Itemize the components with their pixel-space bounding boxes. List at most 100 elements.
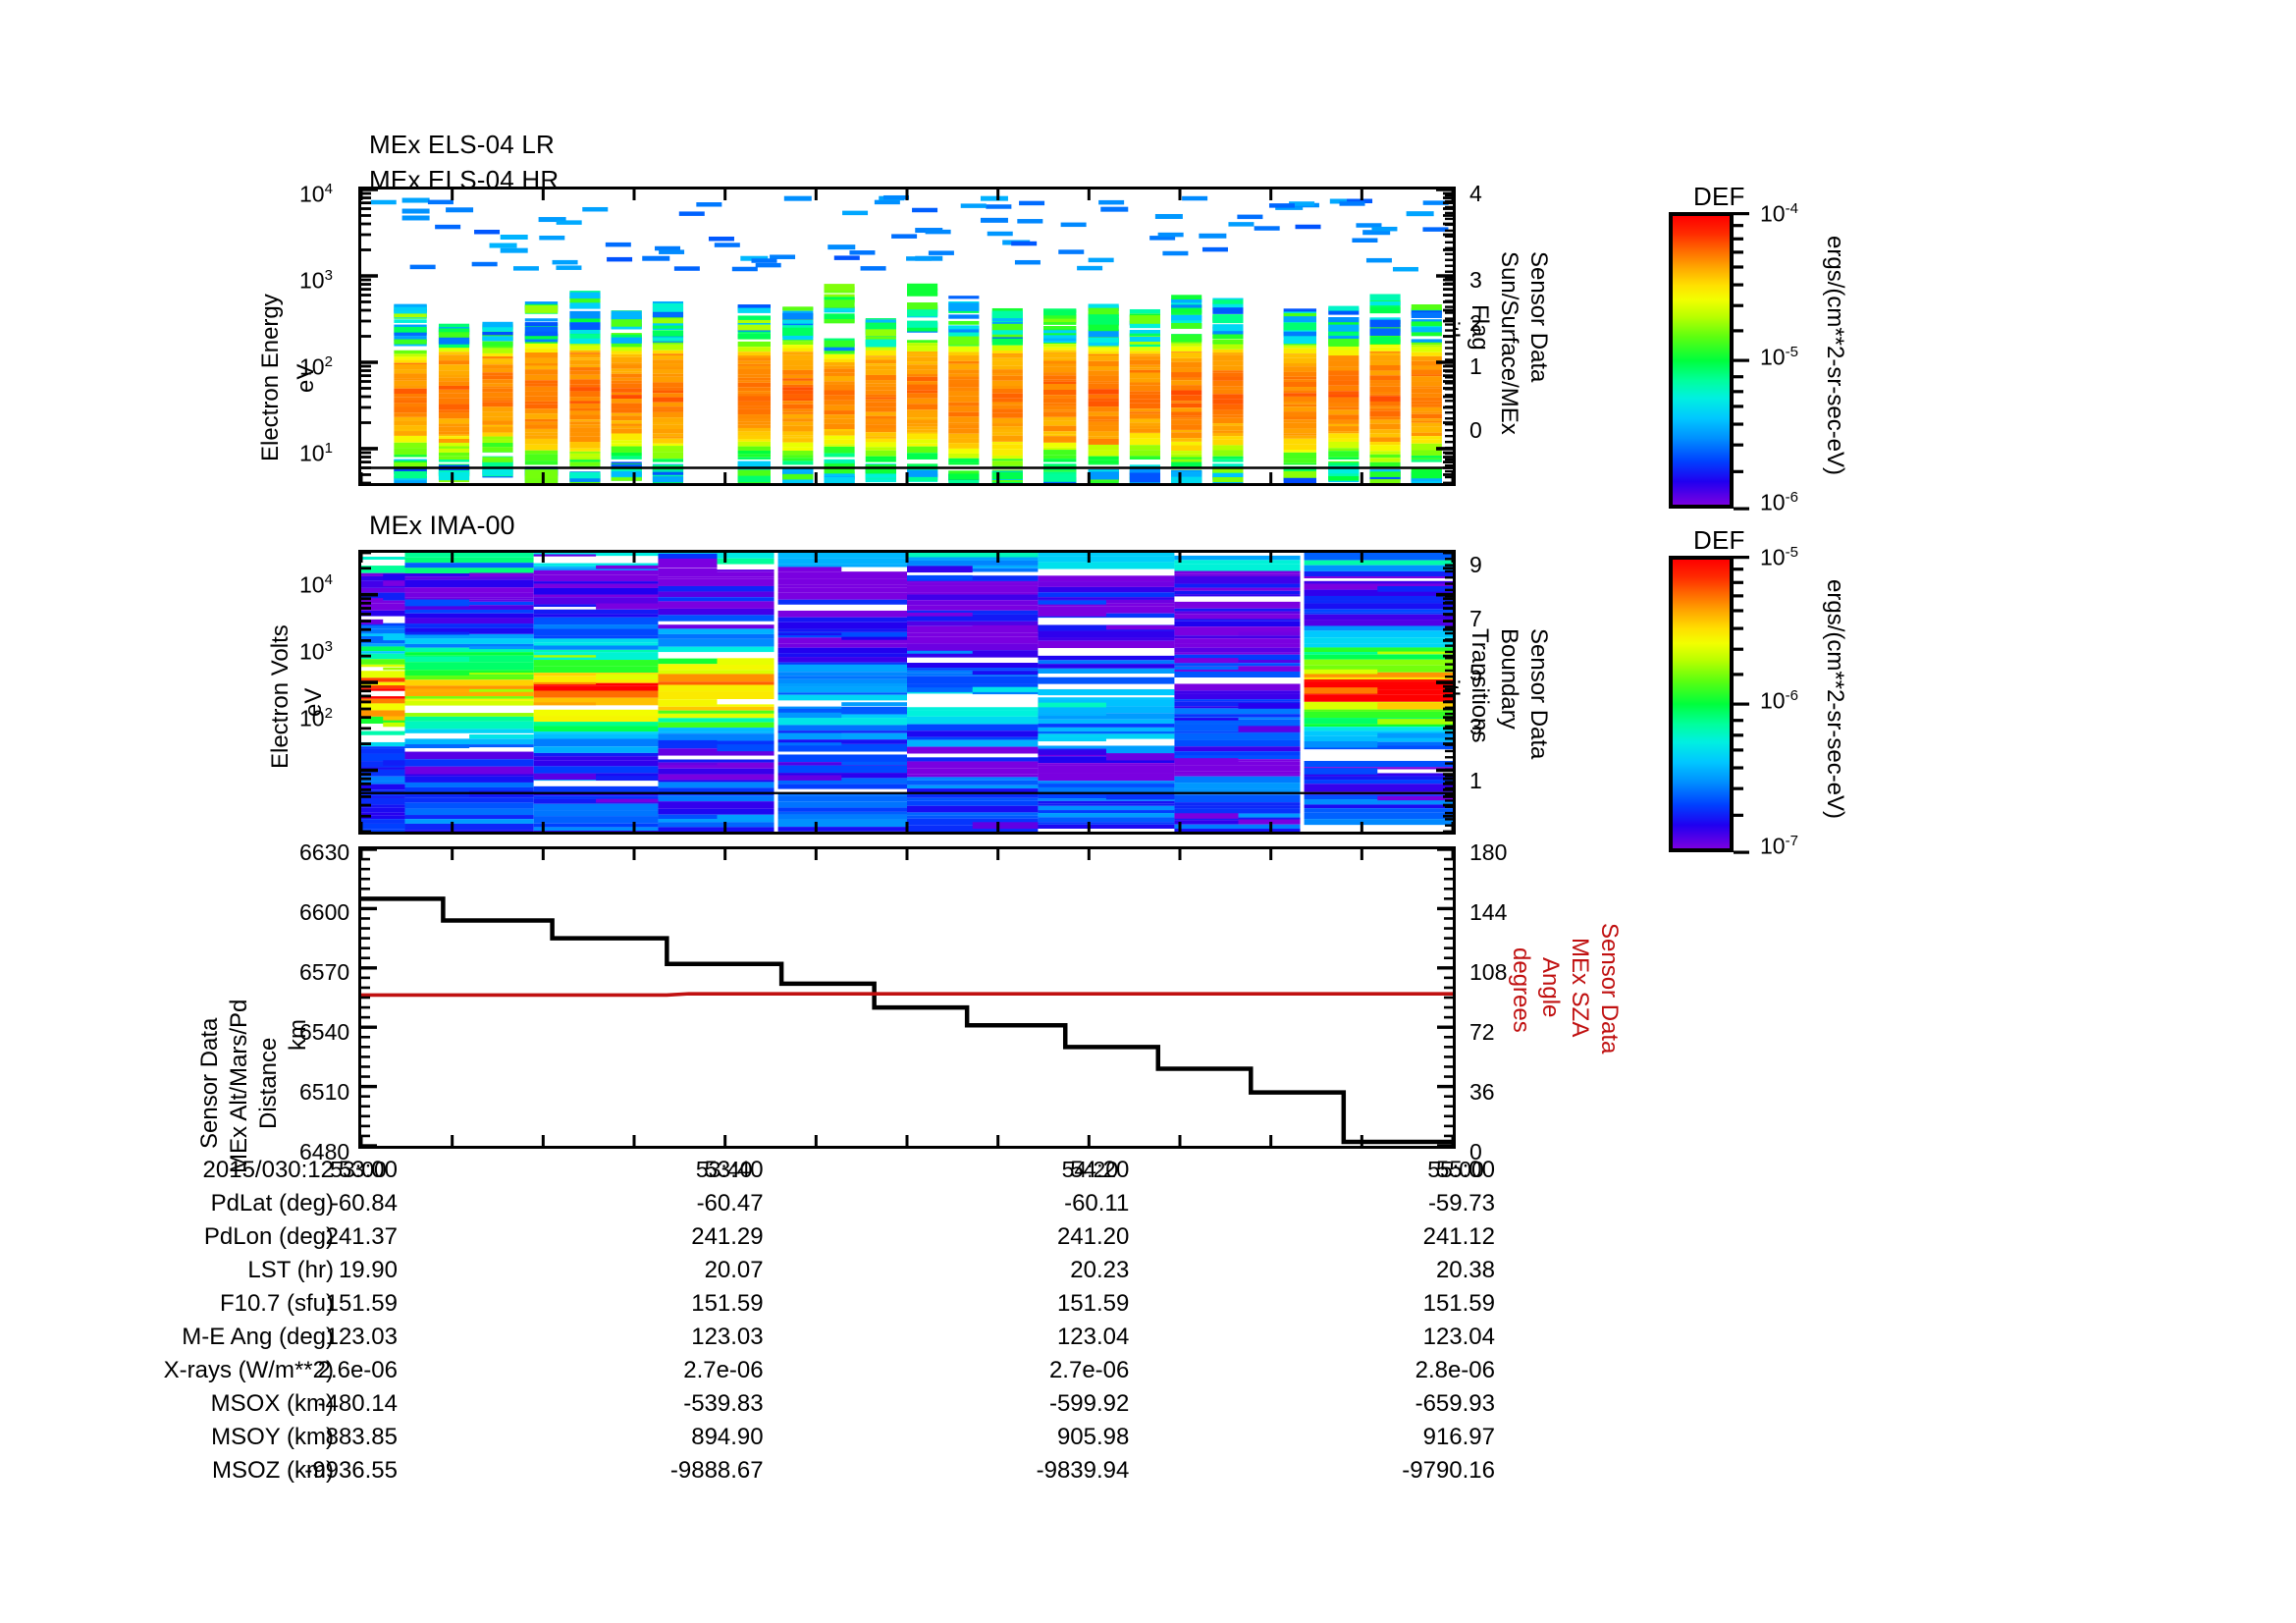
table-row-label: MSOZ (km) (212, 1457, 334, 1484)
colorbar2-mid-label: 10-6 (1760, 687, 1798, 714)
table-cell: 151.59 (325, 1290, 398, 1317)
panel1-plot-area[interactable] (358, 187, 1456, 486)
table-cell: 905.98 (1056, 1424, 1130, 1450)
colorbar1-top-label: 10-4 (1760, 200, 1798, 227)
panel3-ytick-6510: 6510 (299, 1079, 350, 1105)
panel1-ytick-1e2: 102 (299, 353, 333, 380)
panel2-ytick-right-9: 9 (1469, 552, 1482, 577)
colorbar2-top-label: 10-5 (1760, 544, 1798, 570)
table-row-label: M-E Ang (deg) (182, 1324, 334, 1350)
table-cell: 151.59 (691, 1290, 764, 1317)
panel3-y-right-label-3: Angle (1537, 957, 1564, 1018)
panel1-ytick-right-0: 0 (1469, 417, 1482, 443)
panel1-ytick-1e4: 104 (299, 181, 333, 207)
colorbar2-title: DEF (1693, 525, 1745, 555)
table-cell: 53:40 (704, 1157, 764, 1183)
panel3-plot-area[interactable] (358, 846, 1456, 1149)
panel2-ytick-right-1: 1 (1469, 768, 1482, 793)
colorbar2-gradient (1673, 560, 1730, 848)
panel2-y-right-label-2: Boundary (1496, 628, 1522, 730)
panel2-ytick-1e3: 103 (299, 638, 333, 665)
colorbar2 (1669, 556, 1734, 852)
table-cell: -539.83 (683, 1390, 764, 1417)
table-cell: 123.04 (1056, 1324, 1130, 1350)
table-cell: 2.7e-06 (683, 1357, 764, 1383)
panel2-ytick-right-3: 3 (1469, 714, 1482, 739)
panel2-ytick-right-7: 7 (1469, 606, 1482, 631)
table-cell: 241.37 (325, 1223, 398, 1250)
panel1-y-right-label-2: Sun/Surface/MEx (1496, 251, 1522, 435)
panel3-lines (361, 849, 1453, 1146)
table-cell: 2.8e-06 (1415, 1357, 1495, 1383)
table-cell: 916.97 (1422, 1424, 1495, 1450)
panel3-ytick-6480: 6480 (299, 1139, 350, 1164)
panel3-y-right-label-4: degrees (1508, 947, 1534, 1033)
table-cell: 20.38 (1435, 1257, 1495, 1283)
panel1-ytick-right-2: 2 (1469, 310, 1482, 336)
colorbar1-mid-label: 10-5 (1760, 344, 1798, 370)
table-cell: 20.23 (1070, 1257, 1130, 1283)
colorbar1-gradient (1673, 216, 1730, 505)
panel2-y-right-label-3: Transitions (1467, 628, 1493, 743)
table-cell: -60.47 (696, 1190, 764, 1217)
panel2-ytick-right-5: 5 (1469, 660, 1482, 685)
xaxis-tick-label-2: 54:20 (1061, 1157, 1119, 1182)
panel3-ytick-right-180: 180 (1469, 839, 1508, 865)
table-cell: 241.12 (1422, 1223, 1495, 1250)
table-cell: 55:00 (1435, 1157, 1495, 1183)
table-cell: -60.84 (330, 1190, 398, 1217)
panel2-plot-area[interactable] (358, 550, 1456, 835)
panel3-y-left-label-3: Distance (255, 1037, 282, 1129)
panel3-y-left-label-1: Sensor Data (196, 1017, 223, 1149)
colorbar2-bottom-label: 10-7 (1760, 833, 1798, 859)
panel1-y-left-label: Electron Energy (257, 294, 284, 462)
xaxis-tick-label-0: 53:00 (330, 1157, 387, 1182)
table-cell: 883.85 (325, 1424, 398, 1450)
table-cell: -59.73 (1427, 1190, 1495, 1217)
xaxis-tick-label-3: 55:00 (1427, 1157, 1484, 1182)
table-row-label: 2015/030:12 (202, 1157, 334, 1183)
table-row-label: LST (hr) (247, 1257, 334, 1283)
panel3-y-right-label-2: MEx SZA (1567, 938, 1593, 1038)
panel1-y-right-label-3: Flag (1467, 304, 1493, 351)
panel2-title: MEx IMA-00 (369, 511, 515, 540)
table-cell: -9790.16 (1402, 1457, 1495, 1484)
table-cell: 151.59 (1056, 1290, 1130, 1317)
table-row-label: MSOY (km) (211, 1424, 334, 1450)
panel1-ytick-1e1: 101 (299, 440, 333, 466)
panel3-ytick-6570: 6570 (299, 959, 350, 985)
colorbar1 (1669, 212, 1734, 509)
table-cell: 53:00 (338, 1157, 398, 1183)
parameter-table: 2015/030:12 53:00 53:40 54:20 55:00 PdLat (de… (0, 1157, 1531, 1490)
table-cell: 151.59 (1422, 1290, 1495, 1317)
colorbar2-ticks (1734, 556, 1749, 854)
panel3-ytick-right-108: 108 (1469, 959, 1508, 985)
table-cell: -480.14 (317, 1390, 398, 1417)
table-cell: -9839.94 (1036, 1457, 1130, 1484)
panel3-ytick-right-0: 0 (1469, 1139, 1482, 1164)
table-row-label: PdLon (deg) (203, 1223, 334, 1250)
xaxis-tick-label-1: 53:40 (695, 1157, 753, 1182)
panel1-spectrogram (361, 189, 1453, 483)
panel1-ytick-right-1: 1 (1469, 353, 1482, 379)
table-cell: 123.04 (1422, 1324, 1495, 1350)
table-row-label: MSOX (km) (210, 1390, 334, 1417)
panel2-ytick-1e2: 102 (299, 705, 333, 731)
colorbar1-bottom-label: 10-6 (1760, 489, 1798, 515)
table-row-label: F10.7 (sfu) (219, 1290, 334, 1317)
panel2-y-right-label-1: Sensor Data (1525, 628, 1552, 760)
table-cell: -659.93 (1415, 1390, 1495, 1417)
colorbar1-units: ergs/(cm**2-sr-sec-eV) (1822, 236, 1848, 476)
panel3-y-left-label-2: MEx Alt/Mars/Pd (226, 999, 252, 1173)
panel1-title-lr: MEx ELS-04 LR (369, 130, 556, 159)
panel2-ytick-1e4: 104 (299, 571, 333, 598)
table-cell: 894.90 (691, 1424, 764, 1450)
table-cell: 2.7e-06 (1048, 1357, 1130, 1383)
panel3-ytick-6540: 6540 (299, 1019, 350, 1045)
table-cell: 20.07 (704, 1257, 764, 1283)
colorbar2-units: ergs/(cm**2-sr-sec-eV) (1822, 579, 1848, 820)
panel3-ytick-6600: 6600 (299, 899, 350, 925)
table-cell: -599.92 (1048, 1390, 1130, 1417)
panel1-y-right-label-1: Sensor Data (1525, 251, 1552, 383)
panel1-ytick-1e3: 103 (299, 267, 333, 294)
